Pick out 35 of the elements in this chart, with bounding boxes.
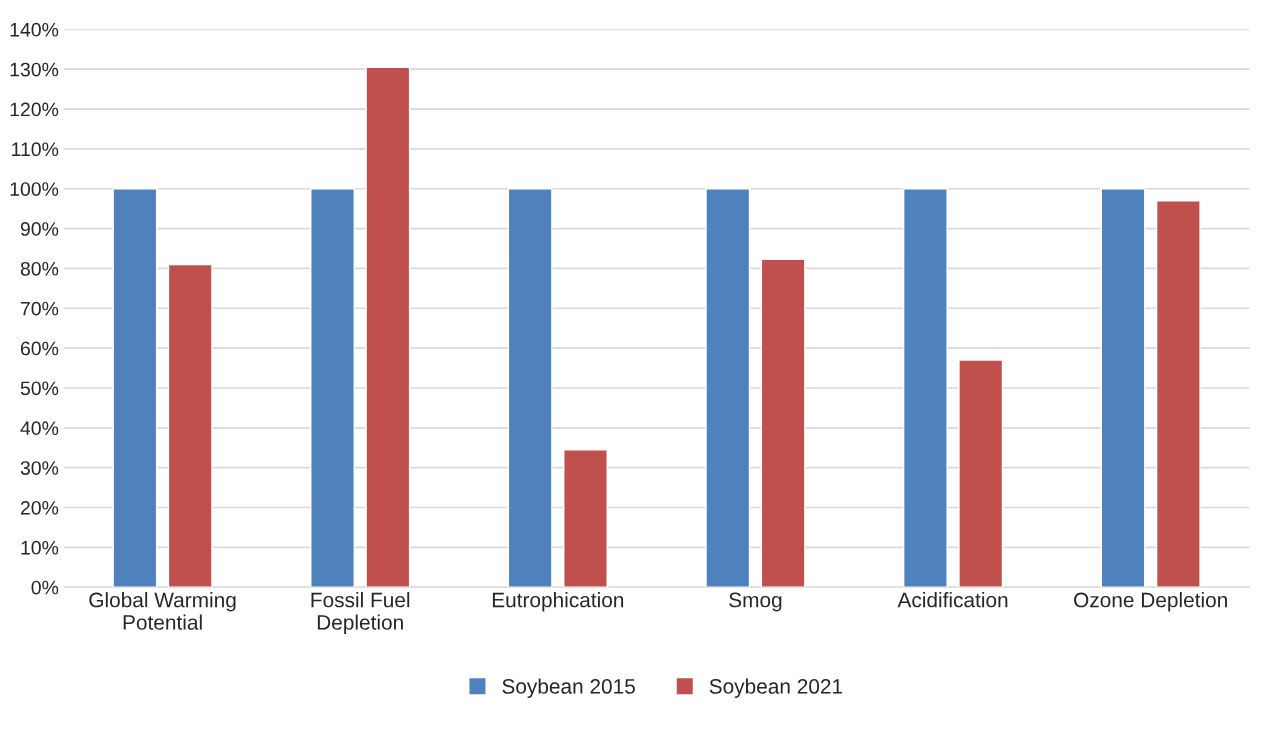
legend-label: Soybean 2015 (502, 678, 635, 698)
bar (902, 188, 948, 588)
x-tick-label: Fossil Fuel Depletion (311, 592, 410, 634)
y-tick-label: 0% (31, 580, 59, 595)
bar (507, 188, 553, 588)
y-tick-label: 70% (20, 301, 59, 316)
x-tick-label: Global Warming Potential (89, 592, 236, 630)
bar (958, 359, 1004, 588)
bar (705, 188, 751, 588)
y-tick-label: 140% (10, 22, 59, 37)
bar (760, 258, 806, 588)
y-tick-label: 50% (20, 381, 59, 396)
y-tick-label: 110% (12, 142, 59, 157)
y-tick-label: 80% (20, 261, 59, 276)
y-tick-label: 60% (20, 341, 59, 356)
y-tick-label: 130% (10, 62, 59, 77)
x-tick-label: Smog (729, 592, 782, 612)
bar (563, 449, 608, 588)
x-tick-label: Ozone Depletion (1074, 592, 1227, 612)
y-tick-label: 10% (21, 540, 59, 555)
y-tick-label: 30% (20, 461, 59, 475)
bar (310, 188, 355, 588)
bar (167, 263, 213, 588)
bar (1155, 200, 1201, 588)
bar (112, 188, 158, 588)
bar (1100, 188, 1146, 588)
y-tick-label: 40% (20, 421, 59, 436)
y-tick-label: 20% (20, 500, 59, 515)
x-tick-label: Acidification (897, 592, 1008, 608)
x-tick-label: Eutrophication (492, 592, 624, 612)
y-tick-label: 100% (10, 182, 59, 196)
y-tick-label: 120% (10, 102, 59, 117)
bar (365, 66, 411, 588)
y-tick-label: 90% (20, 222, 59, 236)
legend-label: Soybean 2021 (709, 678, 843, 698)
